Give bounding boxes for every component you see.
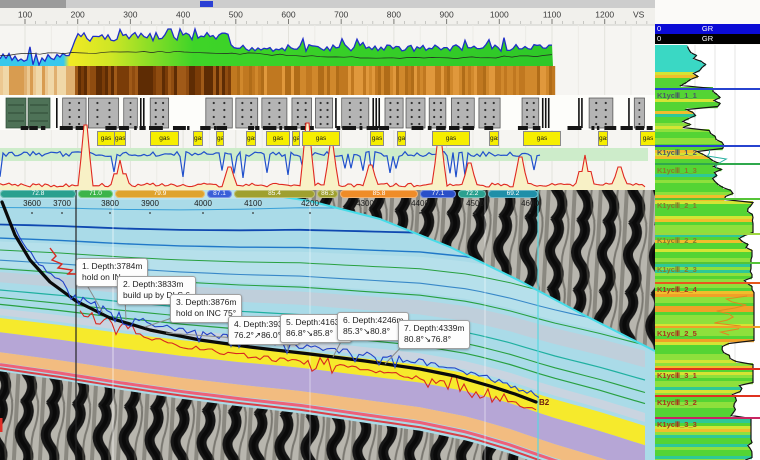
gas-show-box: gas xyxy=(193,131,203,146)
gas-show-box: gas xyxy=(370,131,384,146)
vs-ruler-tick-label: 300 xyxy=(123,10,137,20)
formation-top-line xyxy=(655,368,760,370)
formation-top-line xyxy=(655,88,760,90)
log-tracks-plot[interactable]: 100 200 300 400 500 600 700 800 900 1000 1100 1200 V… xyxy=(0,8,655,190)
formation-top-line xyxy=(655,262,760,264)
formation-top-line xyxy=(655,326,760,328)
segment-value-pill: 71.0 xyxy=(78,190,113,198)
gas-show-box: gas xyxy=(523,131,561,146)
formation-top-label: K1ycⅢ_2_2 xyxy=(657,236,697,245)
vs-ruler-tick-label: 600 xyxy=(281,10,295,20)
gr-curve-title: GR xyxy=(655,24,760,34)
vs-ruler-tick-label: 1200 xyxy=(595,10,614,20)
formation-top-label: K1ycⅢ_3_1 xyxy=(657,371,697,380)
gas-show-box: gas xyxy=(397,131,406,146)
segment-value-pill: 72.8 xyxy=(0,190,76,198)
gas-show-box: gas xyxy=(292,131,300,146)
scroll-thumb[interactable] xyxy=(0,0,66,8)
vs-ruler-tick-label: 100 xyxy=(18,10,32,20)
segment-value-pill: 77.1 xyxy=(420,190,456,198)
md-ruler-tick-label: 3800 xyxy=(101,199,119,208)
target-label: B2 xyxy=(539,398,549,407)
md-ruler-tick-label: 3600 xyxy=(23,199,41,208)
formation-top-label: K1ycⅢ_3_3 xyxy=(657,420,697,429)
md-ruler-tick-label: 4200 xyxy=(301,199,319,208)
formation-top-line xyxy=(655,282,760,284)
vs-ruler-tick-label: 200 xyxy=(71,10,85,20)
segment-value-pill: 69.2 xyxy=(488,190,538,198)
segment-value-pill: 86.3 xyxy=(317,190,338,198)
md-ruler-tick-label: 4100 xyxy=(244,199,262,208)
formation-top-label: K1ycⅢ_1_2 xyxy=(657,148,697,157)
formation-top-label: K1ycⅢ_2_1 xyxy=(657,201,697,210)
vs-ruler-tick-label: 1100 xyxy=(543,10,562,20)
gas-show-track: gasgasgasgasgasgasgasgasgasgasgasgasgasg… xyxy=(0,131,655,147)
gas-show-box: gas xyxy=(246,131,256,146)
gas-show-box: gas xyxy=(114,131,126,146)
gr-header-black: 0 GR xyxy=(655,34,760,44)
gas-show-box: gas xyxy=(640,131,656,146)
formation-top-line xyxy=(655,233,760,235)
segment-value-pill: 79.9 xyxy=(115,190,205,198)
formation-top-line xyxy=(655,417,760,419)
marker-flag-icon xyxy=(200,1,213,7)
vs-ruler-tick-label: 900 xyxy=(440,10,454,20)
vs-ruler-tick-label: 400 xyxy=(176,10,190,20)
formation-top-label: K1ycⅢ_1_1 xyxy=(657,91,697,100)
md-ruler-tick-label: 4400 xyxy=(411,199,429,208)
vs-ruler-tick-label: 800 xyxy=(387,10,401,20)
formation-top-line xyxy=(655,145,760,147)
formation-top-label: K1ycⅢ_1_3 xyxy=(657,166,697,175)
segment-value-pill: 85.8 xyxy=(340,190,418,198)
gas-show-box: gas xyxy=(266,131,290,146)
md-ruler-tick-label: 4000 xyxy=(194,199,212,208)
formation-top-line xyxy=(655,198,760,200)
md-ruler-tick-label: 3900 xyxy=(141,199,159,208)
gr-curve-title: GR xyxy=(655,34,760,44)
segment-value-pill: 72.2 xyxy=(458,190,486,198)
gas-show-box: gas xyxy=(302,131,340,146)
formation-top-line xyxy=(655,395,760,397)
quality-segments-bar: 72.871.079.987.185.486.385.877.172.269.2 xyxy=(0,190,655,199)
segment-value-pill: 85.4 xyxy=(234,190,315,198)
formation-top-label: K1ycⅢ_3_2 xyxy=(657,398,697,407)
formation-top-label: K1ycⅢ_2_5 xyxy=(657,329,697,338)
gr-header-blue: 0 GR xyxy=(655,24,760,34)
vs-ruler-tick-label: 500 xyxy=(229,10,243,20)
depth-callout[interactable]: 7. Depth:4339m80.8°↘76.8° xyxy=(398,320,470,349)
md-ruler-tick-label: 4600 xyxy=(521,199,539,208)
formation-top-label: K1ycⅢ_2_4 xyxy=(657,285,697,294)
vs-unit-label: VS xyxy=(633,10,645,20)
top-scrollbar-strip[interactable] xyxy=(0,0,655,8)
gas-show-box: gas xyxy=(150,131,179,146)
segment-value-pill: 87.1 xyxy=(207,190,232,198)
md-ruler-tick-label: 4500 xyxy=(466,199,484,208)
gas-show-box: gas xyxy=(489,131,499,146)
md-ruler-tick-label: 3700 xyxy=(53,199,71,208)
md-ruler-tick-label: 4300 xyxy=(356,199,374,208)
gas-show-box: gas xyxy=(97,131,115,146)
gas-show-box: gas xyxy=(216,131,224,146)
gr-correlation-panel[interactable]: 0 GR 0 GR K1ycⅢ_1_1 K1ycⅢ_1_2 K1ycⅢ_1_3 K1y… xyxy=(655,0,760,460)
formation-top-label: K1ycⅢ_2_3 xyxy=(657,265,697,274)
vs-ruler-tick-label: 700 xyxy=(334,10,348,20)
gas-show-box: gas xyxy=(432,131,470,146)
vs-ruler-tick-label: 1000 xyxy=(490,10,509,20)
formation-top-line xyxy=(655,163,760,165)
gas-show-box: gas xyxy=(598,131,608,146)
geosteering-app-window: 100 200 300 400 500 600 700 800 900 1000 1100 1200 V… xyxy=(0,0,760,460)
